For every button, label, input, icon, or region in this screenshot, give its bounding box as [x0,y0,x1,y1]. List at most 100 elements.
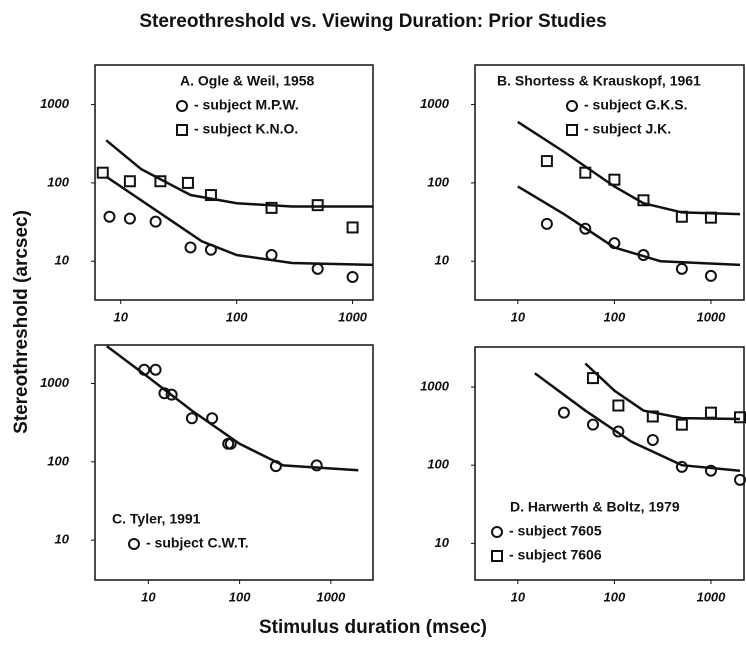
marker-square [265,201,278,214]
marker-square [346,221,359,234]
marker-square [704,211,717,224]
marker-square [96,166,109,179]
legend-label: - subject K.N.O. [194,121,298,137]
legend-marker [176,124,188,136]
x-tick-label: 10 [511,309,526,324]
marker-circle [734,473,746,486]
marker-circle [704,464,717,477]
marker-circle [149,363,162,376]
marker-circle [586,418,599,431]
panel-frame [94,344,374,581]
marker-circle [704,269,717,282]
y-tick-label: 1000 [40,375,70,390]
marker-square [579,166,592,179]
y-tick-label: 1000 [40,96,70,111]
marker-circle [557,406,570,419]
marker-circle [675,262,688,275]
marker-square [637,194,650,207]
marker-circle [158,387,171,400]
figure-title: Stereothreshold vs. Viewing Duration: Pr… [139,11,606,32]
x-tick-label: 100 [604,589,626,604]
marker-circle [138,363,151,376]
marker-circle [165,388,178,401]
fit-line [106,345,359,472]
x-tick-label: 100 [226,309,248,324]
marker-square [675,210,688,223]
fit-line [534,372,741,472]
panel: 10 100 1000 10 100 1000 A. Ogle & Weil, 1958 - … [40,64,374,324]
marker-circle [184,241,197,254]
y-tick-label: 1000 [420,378,450,393]
x-tick-label: 100 [604,309,626,324]
marker-circle [123,212,136,225]
y-tick-label: 100 [47,174,69,189]
marker-circle [675,460,688,473]
marker-circle [646,434,659,447]
legend-label: - subject J.K. [584,121,671,137]
marker-square [204,189,217,202]
x-tick-label: 1000 [696,589,726,604]
panel-title: B. Shortess & Krauskopf, 1961 [497,73,701,89]
marker-square [154,175,167,188]
y-tick-label: 10 [55,253,70,268]
marker-circle [269,460,282,473]
legend-label: - subject C.W.T. [146,535,249,551]
marker-square [311,199,324,212]
x-tick-label: 1000 [316,589,346,604]
x-tick-label: 10 [113,309,128,324]
marker-circle [608,237,621,250]
marker-square [608,173,621,186]
marker-circle [265,249,278,262]
legend-label: - subject 7606 [509,547,602,563]
marker-square [646,410,659,423]
x-tick-label: 10 [141,589,156,604]
y-axis-label: Stereothreshold (arcsec) [11,210,32,434]
marker-square [586,372,599,385]
marker-square [734,411,746,424]
marker-circle [204,243,217,256]
marker-circle [612,425,625,438]
legend-marker [566,124,578,136]
marker-circle [310,459,323,472]
marker-circle [579,222,592,235]
marker-square [612,399,625,412]
fit-line [517,120,741,216]
legend-label: - subject M.P.W. [194,97,299,113]
fit-line [584,362,741,421]
marker-circle [346,270,359,283]
y-tick-label: 100 [47,453,69,468]
marker-square [123,175,136,188]
legend-marker [128,538,140,550]
legend-marker [491,550,503,562]
panel-title: C. Tyler, 1991 [112,511,201,527]
panel: 10 100 1000 10 100 1000 D. Harwerth & Boltz, 1… [420,346,746,604]
panel-title: D. Harwerth & Boltz, 1979 [510,499,680,515]
legend-marker [176,100,188,112]
x-tick-label: 100 [229,589,251,604]
fit-line [105,139,373,208]
x-tick-label: 10 [511,589,526,604]
panel-frame [474,346,745,581]
y-tick-label: 10 [435,535,450,550]
y-tick-label: 100 [427,174,449,189]
marker-circle [149,215,162,228]
marker-circle [637,249,650,262]
marker-square [181,176,194,189]
y-tick-label: 1000 [420,96,450,111]
legend-marker [491,526,503,538]
legend-label: - subject G.K.S. [584,97,687,113]
x-axis-label: Stimulus duration (msec) [259,617,487,638]
marker-circle [206,412,219,425]
marker-square [540,155,553,168]
legend-label: - subject 7605 [509,523,602,539]
panel: 10 100 1000 10 100 1000 C. Tyler, 1991 - subjec… [40,344,374,604]
marker-circle [540,217,553,230]
y-tick-label: 10 [55,532,70,547]
marker-circle [224,437,237,450]
legend-marker [566,100,578,112]
marker-square [675,418,688,431]
marker-circle [185,412,198,425]
x-tick-label: 1000 [338,309,368,324]
marker-circle [311,262,324,275]
